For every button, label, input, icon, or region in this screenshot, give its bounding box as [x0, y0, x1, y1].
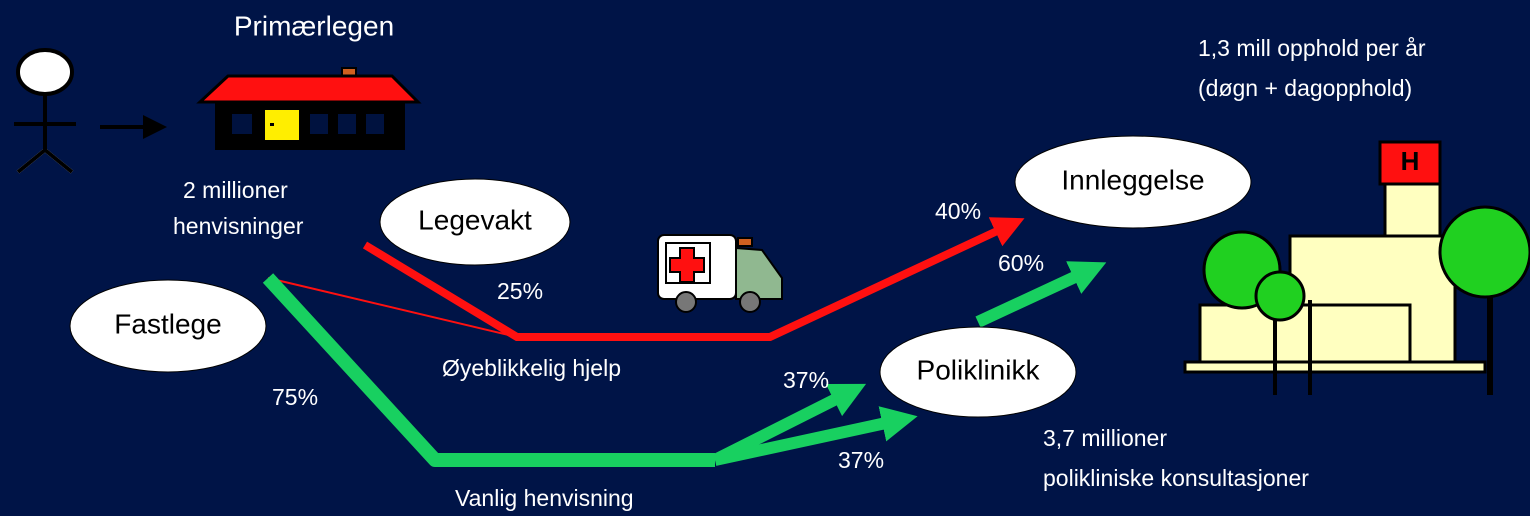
node-shape	[69, 279, 267, 373]
outpatient-line: polikliniske konsultasjoner	[1043, 465, 1309, 491]
share-label: 25%	[497, 278, 543, 304]
regular-flow	[262, 273, 715, 467]
share-label: 40%	[935, 198, 981, 224]
emergency-flow	[362, 217, 1025, 341]
ambulance-icon	[657, 234, 783, 313]
node-label: Poliklinikk	[917, 354, 1041, 385]
regular-flow-arrow	[712, 383, 867, 466]
share-label: 37%	[783, 367, 829, 393]
flow-label: Øyeblikkelig hjelp	[442, 355, 621, 381]
node-label: Legevakt	[418, 204, 532, 235]
node-label: Fastlege	[114, 308, 221, 339]
title: Primærlegen	[234, 10, 394, 41]
outpatient-line: 3,7 millioner	[1043, 425, 1167, 451]
stays-line: 1,3 mill opphold per år	[1198, 35, 1426, 61]
share-label: 37%	[838, 447, 884, 473]
outpatient-flow-arrow	[975, 261, 1107, 328]
referrals-line: henvisninger	[173, 213, 304, 239]
flow-label: Vanlig henvisning	[455, 485, 634, 511]
node-shape	[879, 326, 1077, 418]
hospital-sign: H	[1401, 146, 1420, 176]
hospital-icon	[1183, 140, 1530, 395]
person-icon	[14, 48, 76, 174]
regular-flow-arrow	[713, 406, 918, 466]
clinic-icon	[196, 67, 422, 150]
referrals-line: 2 millioner	[183, 177, 288, 203]
stays-line: (døgn + dagopphold)	[1198, 75, 1412, 101]
share-label: 60%	[998, 250, 1044, 276]
thin-flow	[267, 277, 518, 338]
node-shape	[379, 178, 571, 266]
share-label: 75%	[272, 384, 318, 410]
node-label: Innleggelse	[1061, 164, 1204, 195]
node-shape	[1014, 135, 1252, 229]
